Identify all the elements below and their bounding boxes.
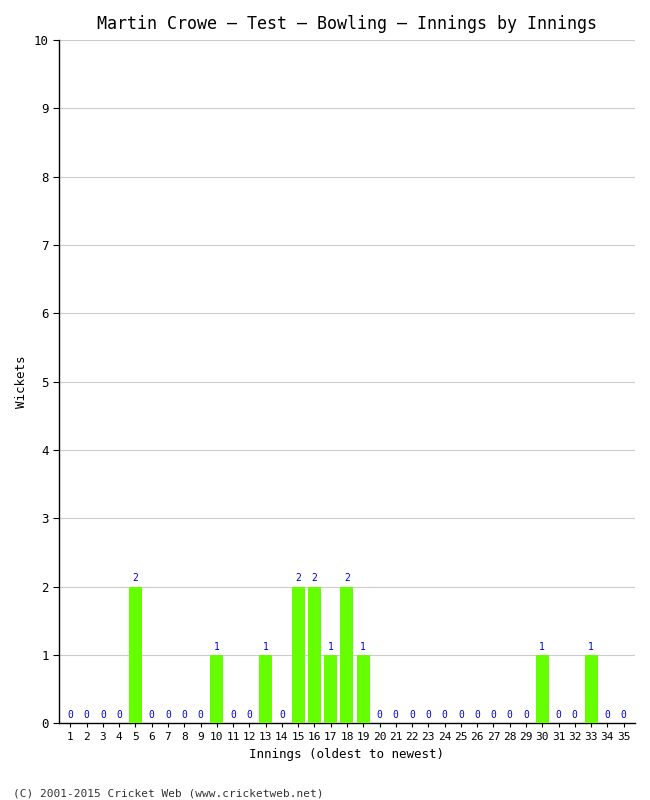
Text: 0: 0 (507, 710, 513, 720)
Text: 0: 0 (246, 710, 252, 720)
Text: 0: 0 (100, 710, 106, 720)
Text: 0: 0 (230, 710, 236, 720)
Text: 0: 0 (68, 710, 73, 720)
Text: 1: 1 (214, 642, 220, 652)
Text: 0: 0 (621, 710, 627, 720)
Text: 0: 0 (572, 710, 578, 720)
Text: 0: 0 (458, 710, 464, 720)
Text: (C) 2001-2015 Cricket Web (www.cricketweb.net): (C) 2001-2015 Cricket Web (www.cricketwe… (13, 788, 324, 798)
Y-axis label: Wickets: Wickets (15, 355, 28, 408)
Text: 0: 0 (491, 710, 497, 720)
Bar (211, 655, 224, 723)
Text: 0: 0 (279, 710, 285, 720)
Bar (584, 655, 597, 723)
Bar (129, 586, 142, 723)
Text: 2: 2 (344, 574, 350, 583)
Text: 1: 1 (588, 642, 594, 652)
Text: 0: 0 (556, 710, 562, 720)
X-axis label: Innings (oldest to newest): Innings (oldest to newest) (250, 748, 445, 761)
Text: 1: 1 (360, 642, 366, 652)
Bar (341, 586, 354, 723)
Text: 0: 0 (474, 710, 480, 720)
Bar (292, 586, 305, 723)
Text: 0: 0 (425, 710, 432, 720)
Text: 2: 2 (311, 574, 317, 583)
Text: 0: 0 (116, 710, 122, 720)
Bar (259, 655, 272, 723)
Text: 0: 0 (376, 710, 382, 720)
Text: 0: 0 (393, 710, 398, 720)
Text: 0: 0 (604, 710, 610, 720)
Text: 2: 2 (295, 574, 301, 583)
Text: 0: 0 (165, 710, 171, 720)
Text: 0: 0 (523, 710, 529, 720)
Title: Martin Crowe – Test – Bowling – Innings by Innings: Martin Crowe – Test – Bowling – Innings … (97, 15, 597, 33)
Bar (324, 655, 337, 723)
Text: 0: 0 (409, 710, 415, 720)
Text: 0: 0 (84, 710, 90, 720)
Text: 0: 0 (442, 710, 448, 720)
Text: 1: 1 (540, 642, 545, 652)
Bar (308, 586, 321, 723)
Text: 0: 0 (198, 710, 203, 720)
Bar (357, 655, 370, 723)
Text: 1: 1 (328, 642, 333, 652)
Text: 1: 1 (263, 642, 268, 652)
Bar (536, 655, 549, 723)
Text: 0: 0 (149, 710, 155, 720)
Text: 2: 2 (133, 574, 138, 583)
Text: 0: 0 (181, 710, 187, 720)
